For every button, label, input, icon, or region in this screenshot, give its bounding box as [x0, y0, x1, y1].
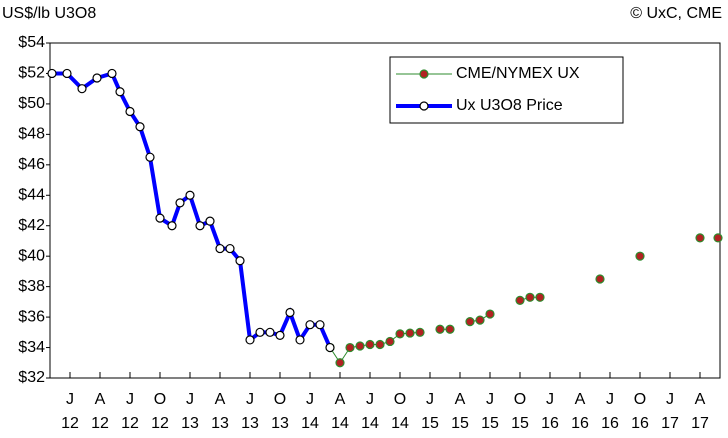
x-tick-label: O 14 — [391, 391, 409, 432]
data-point — [185, 190, 195, 200]
data-point — [145, 152, 155, 162]
data-point — [465, 317, 475, 327]
data-point — [535, 292, 545, 302]
x-tick-label: J 13 — [181, 391, 199, 432]
data-point — [215, 243, 225, 254]
data-point — [335, 358, 345, 368]
x-tick-label: A 15 — [451, 391, 469, 432]
series-line — [52, 71, 332, 349]
x-tick-label: J 16 — [541, 391, 559, 432]
data-point — [47, 68, 57, 79]
data-point — [595, 274, 605, 284]
data-point — [385, 336, 395, 347]
data-point — [713, 233, 723, 243]
legend-box — [389, 56, 624, 124]
data-point — [285, 307, 295, 318]
x-tick-label: J 15 — [421, 391, 439, 432]
x-tick-label: O 13 — [271, 391, 289, 432]
data-point — [355, 341, 365, 351]
y-tick-label: $54 — [18, 34, 45, 51]
data-point — [175, 198, 185, 208]
data-point — [225, 243, 235, 254]
data-point — [325, 342, 335, 353]
y-tick-label: $36 — [18, 308, 45, 325]
data-point — [485, 309, 495, 319]
x-tick-label: A 16 — [571, 391, 589, 432]
data-point — [415, 327, 425, 337]
y-tick-label: $52 — [18, 65, 45, 82]
data-point — [115, 87, 125, 97]
x-tick-label: J 17 — [661, 391, 679, 432]
x-tick-label: A 17 — [691, 391, 709, 432]
x-tick-label: J 12 — [121, 391, 139, 432]
x-tick-label: O 12 — [151, 391, 169, 432]
y-tick-label: $40 — [18, 247, 45, 264]
legend-label: CME/NYMEX UX — [456, 65, 580, 82]
data-point — [305, 320, 315, 330]
data-point — [365, 339, 375, 350]
data-point — [195, 221, 205, 231]
x-tick-label: A 13 — [211, 391, 229, 432]
x-tick-label: J 12 — [61, 391, 79, 432]
y-tick-label: $50 — [18, 95, 45, 112]
x-tick-label: J 14 — [301, 391, 319, 432]
y-tick-label: $34 — [18, 339, 45, 356]
data-point — [405, 328, 415, 338]
data-point — [295, 335, 305, 345]
x-tick-label: J 13 — [241, 391, 259, 432]
data-point — [475, 315, 485, 325]
data-point — [445, 324, 455, 334]
data-point — [435, 324, 445, 334]
data-point — [205, 216, 215, 226]
y-tick-label: $44 — [18, 186, 45, 203]
x-tick-label: A 12 — [91, 391, 109, 432]
data-point — [695, 233, 705, 243]
x-tick-label: J 16 — [601, 391, 619, 432]
data-point — [125, 106, 135, 117]
data-point — [77, 84, 87, 94]
data-point — [635, 251, 645, 261]
source: © UxC, CME — [630, 5, 722, 22]
y-tick-label: $46 — [18, 156, 45, 173]
y-tick-label: $38 — [18, 278, 45, 295]
x-tick-label: J 15 — [481, 391, 499, 432]
data-point — [62, 68, 72, 79]
data-point — [375, 339, 385, 350]
data-point — [345, 342, 355, 353]
data-point — [275, 330, 285, 340]
data-point — [92, 73, 102, 83]
x-tick-label: A 14 — [331, 391, 349, 432]
data-point — [245, 335, 255, 345]
data-point — [155, 213, 165, 223]
y-tick-label: $48 — [18, 126, 45, 143]
data-point — [265, 327, 275, 337]
y-axis-label: US$/lb U3O8 — [2, 5, 96, 22]
plot-area — [49, 42, 721, 379]
data-point — [395, 329, 405, 339]
data-point — [135, 122, 145, 132]
legend-marker — [419, 101, 429, 111]
data-point — [255, 327, 265, 337]
series-line — [329, 331, 421, 364]
data-point — [107, 68, 117, 79]
y-tick-label: $32 — [18, 369, 45, 386]
data-point — [515, 295, 525, 305]
legend-label: Ux U3O8 Price — [456, 97, 563, 114]
y-tick-label: $42 — [18, 217, 45, 234]
data-point — [525, 292, 535, 302]
data-point — [315, 320, 325, 330]
data-point — [235, 256, 245, 266]
data-point — [167, 221, 177, 231]
x-tick-label: J 14 — [361, 391, 379, 432]
legend-marker — [419, 69, 429, 79]
x-tick-label: O 16 — [631, 391, 649, 432]
x-tick-label: O 15 — [511, 391, 529, 432]
